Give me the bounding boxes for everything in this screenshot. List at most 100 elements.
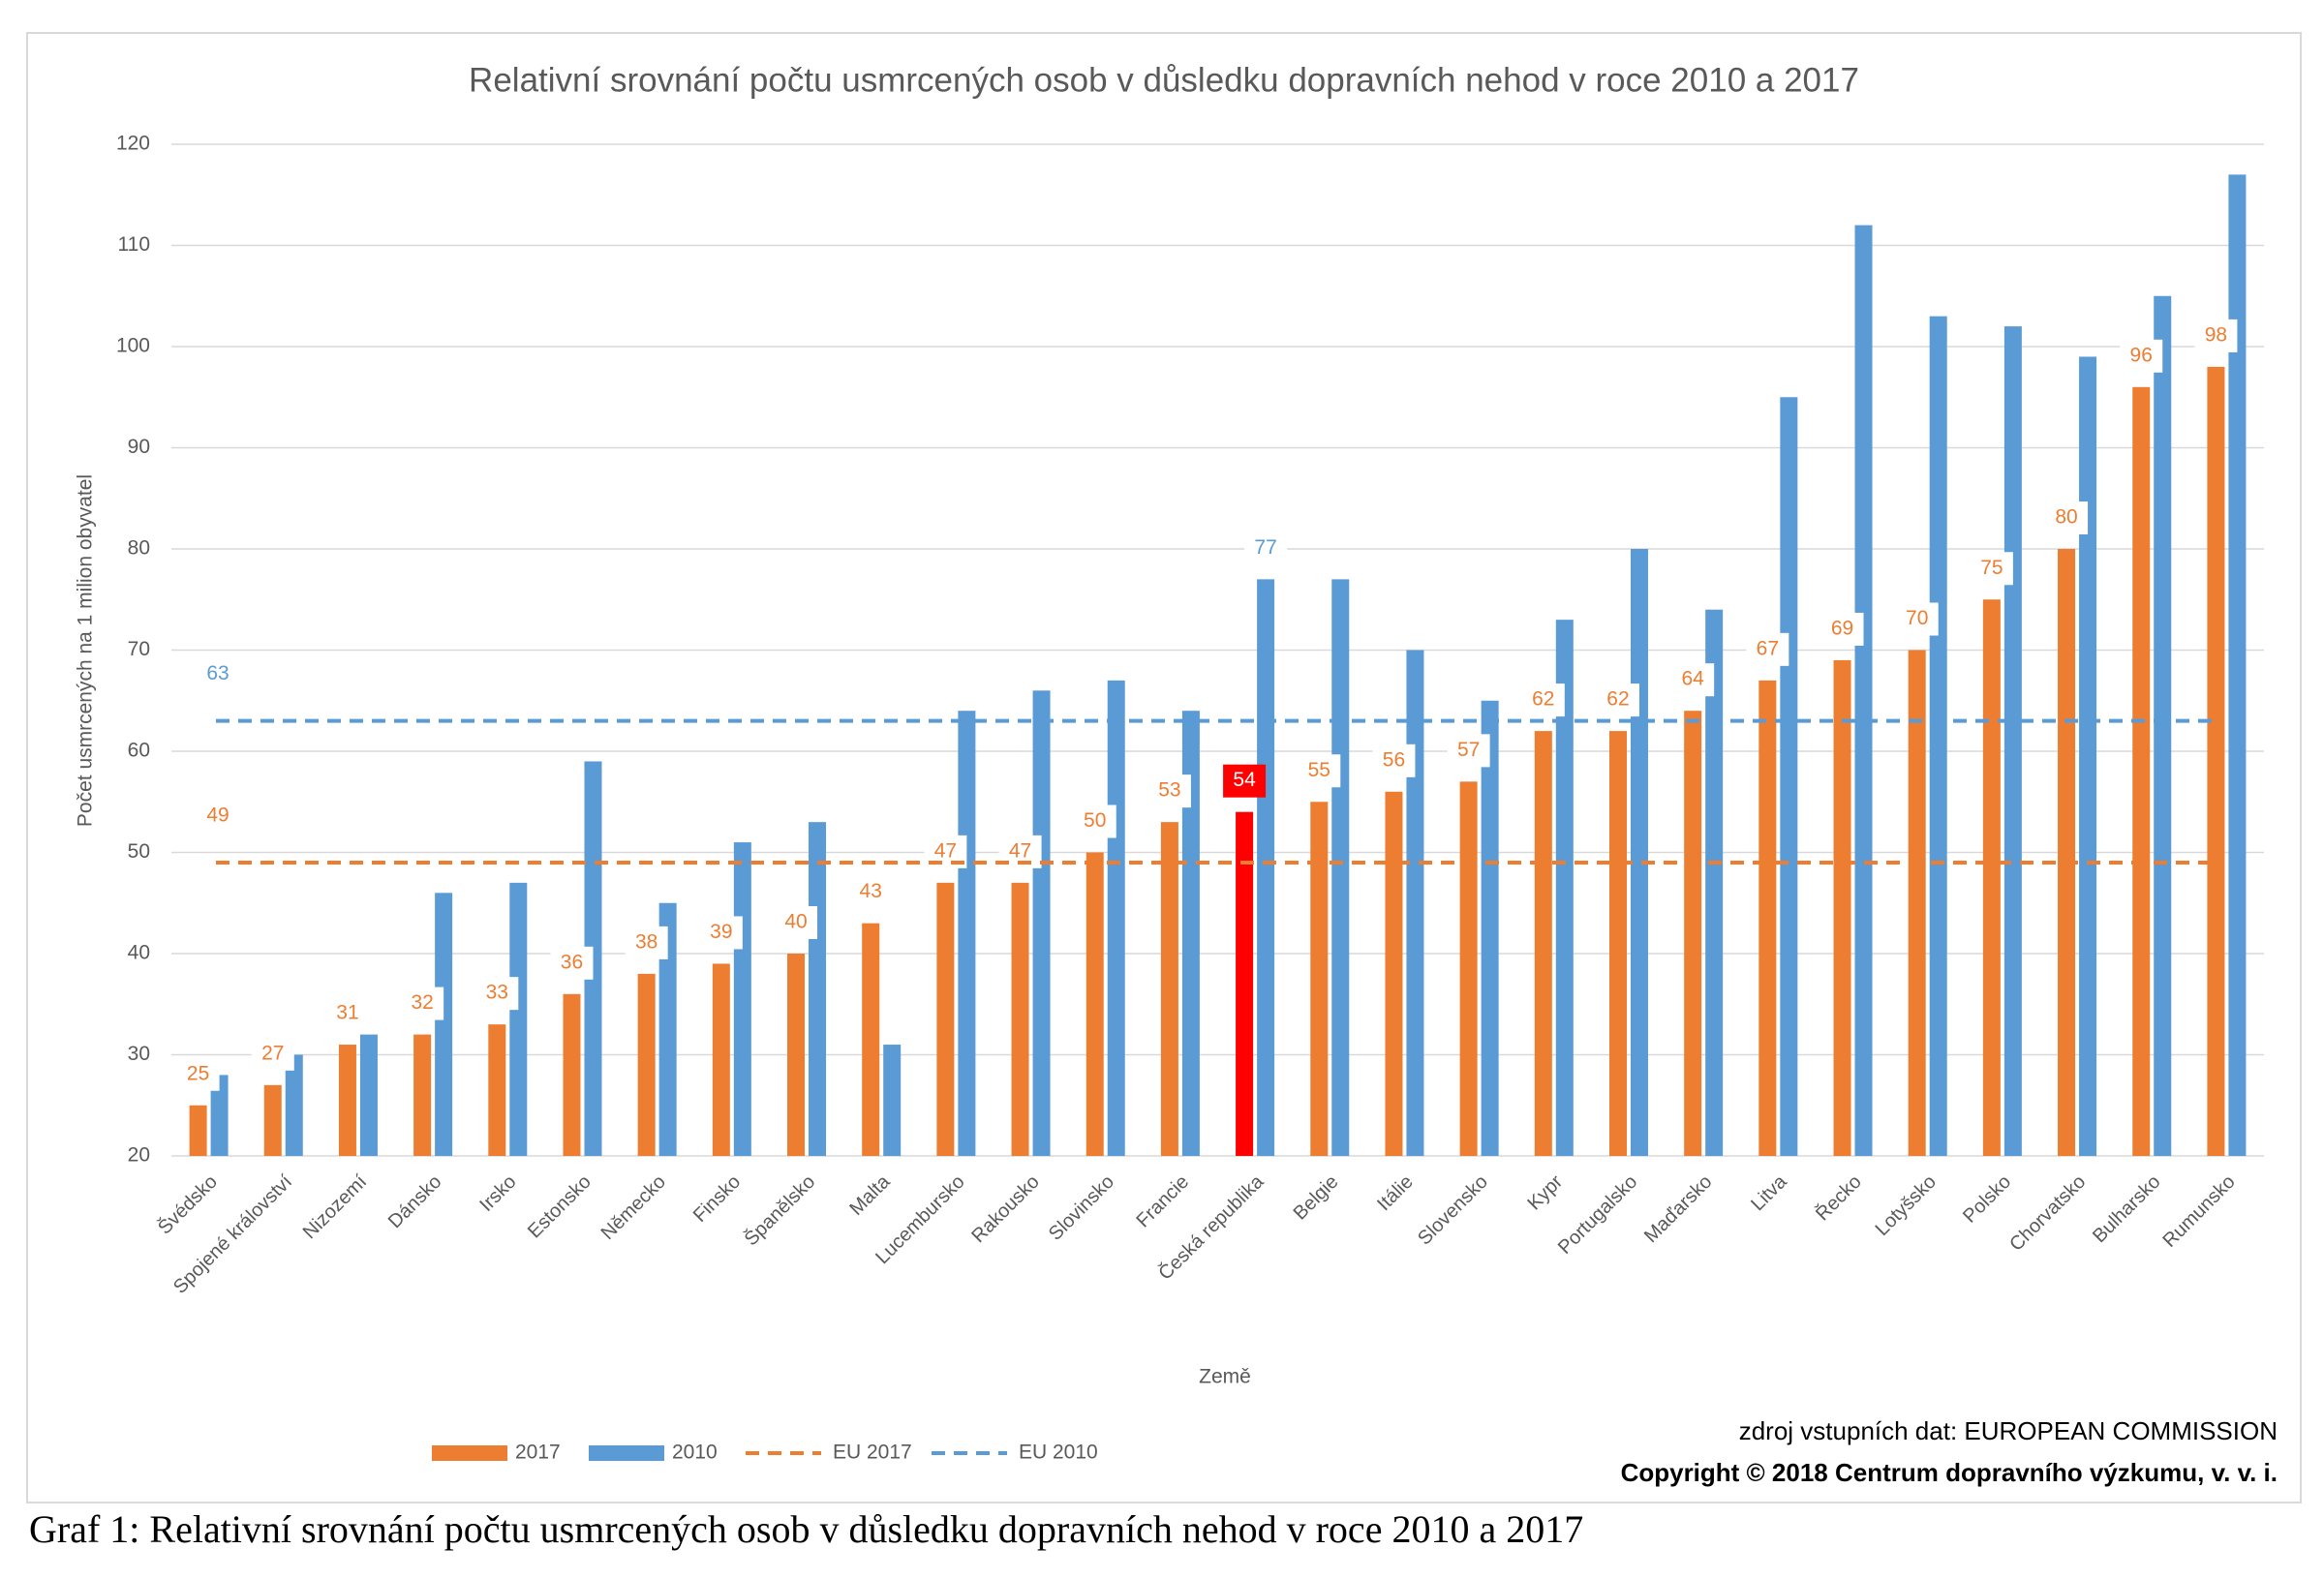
bar [1257, 579, 1275, 1156]
data-label-bg [1521, 683, 1565, 717]
data-label-bg [2120, 339, 2163, 373]
bar [1758, 680, 1777, 1156]
legend-label: 2017 [515, 1442, 561, 1464]
bar [1908, 650, 1926, 1156]
data-label: 77 [1254, 536, 1276, 559]
bar [413, 1034, 432, 1156]
reference-label: 49 [206, 804, 229, 826]
bar [1608, 731, 1627, 1156]
legend-label: EU 2017 [833, 1442, 912, 1464]
data-label: 36 [561, 951, 583, 973]
bar [435, 893, 453, 1156]
bar [809, 822, 827, 1156]
bar [1780, 397, 1798, 1156]
bar [1086, 852, 1104, 1156]
y-tick-label: 50 [128, 840, 150, 863]
bar [1236, 811, 1254, 1156]
data-label-bg [849, 875, 893, 909]
data-label: 80 [2055, 506, 2077, 529]
bar [1833, 659, 1851, 1156]
data-label-bg [1596, 683, 1639, 717]
bar [2132, 386, 2151, 1156]
y-tick-label: 30 [128, 1043, 150, 1065]
y-tick-label: 120 [116, 133, 150, 155]
data-label-bg [475, 977, 519, 1011]
data-label-bg [325, 997, 369, 1031]
data-label: 40 [784, 911, 807, 933]
y-tick-label: 110 [118, 233, 150, 256]
bar [1630, 549, 1648, 1156]
data-label-bg [251, 1037, 294, 1071]
bar [1555, 620, 1574, 1156]
source: zdroj vstupních dat: EUROPEAN COMMISSION [1739, 1416, 2278, 1445]
data-label: 43 [860, 880, 882, 902]
data-label-bg [401, 987, 444, 1020]
data-label-bg [1223, 764, 1267, 798]
data-label: 50 [1084, 809, 1106, 832]
chart-title: Relativní srovnání počtu usmrcených osob… [469, 61, 1859, 99]
bar [712, 963, 730, 1156]
bar [1032, 690, 1051, 1156]
legend-label: EU 2010 [1019, 1442, 1098, 1464]
data-label-bg [699, 916, 743, 950]
bar [787, 954, 806, 1156]
data-label: 25 [187, 1062, 209, 1084]
bar [2154, 295, 2172, 1156]
bar [1181, 711, 1200, 1156]
data-label-bg [1895, 602, 1939, 636]
bar [1982, 599, 2001, 1156]
bar [1406, 650, 1424, 1156]
data-label-bg [1746, 632, 1789, 666]
data-label: 96 [2130, 344, 2153, 366]
bar [210, 1075, 229, 1156]
data-label: 62 [1532, 688, 1554, 711]
data-label: 27 [261, 1042, 284, 1064]
bar [1011, 882, 1029, 1156]
bar [1385, 791, 1403, 1156]
data-label-bg [2045, 501, 2089, 534]
bar [1107, 680, 1125, 1156]
copyright: Copyright © 2018 Centrum dopravního výzk… [1621, 1458, 2278, 1487]
y-tick-label: 80 [128, 537, 150, 560]
data-label-bg [625, 926, 668, 959]
data-label-bg [550, 946, 594, 980]
bar [1459, 781, 1478, 1156]
data-label: 32 [411, 991, 433, 1014]
bar [1705, 609, 1724, 1156]
data-label: 56 [1383, 748, 1405, 771]
bar [263, 1084, 282, 1156]
data-label-bg [1372, 744, 1416, 777]
bar [2058, 549, 2076, 1156]
bar [2079, 356, 2097, 1156]
data-label-bg [775, 906, 818, 939]
y-axis-label: Počet usmrcených na 1 milion obyvatel [75, 474, 97, 827]
bar [285, 1054, 303, 1156]
data-label: 39 [710, 921, 732, 943]
data-label: 47 [1009, 839, 1031, 862]
bar [862, 923, 880, 1156]
data-label-bg [1073, 805, 1116, 838]
bar [1481, 700, 1499, 1156]
data-label: 64 [1681, 668, 1704, 690]
x-axis-label: Země [1199, 1366, 1251, 1388]
bar [658, 902, 677, 1156]
data-label: 31 [336, 1002, 358, 1024]
bar [1160, 822, 1178, 1156]
data-label: 38 [635, 930, 657, 953]
bar [637, 973, 656, 1156]
data-label: 55 [1308, 759, 1330, 781]
bar [1534, 731, 1552, 1156]
data-label: 69 [1831, 617, 1853, 639]
chart-frame [26, 32, 2302, 1503]
bar [1854, 225, 1873, 1157]
data-label: 47 [934, 839, 957, 862]
data-label: 70 [1906, 607, 1928, 629]
bar [563, 993, 581, 1156]
y-tick-label: 40 [128, 942, 150, 964]
data-label: 62 [1606, 688, 1629, 711]
bar [1310, 802, 1329, 1156]
reference-label: 63 [206, 662, 229, 684]
data-label: 75 [1980, 557, 2003, 579]
